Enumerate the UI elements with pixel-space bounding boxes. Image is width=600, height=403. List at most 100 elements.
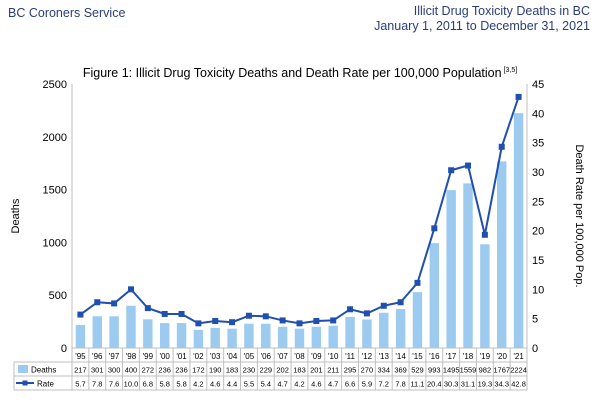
x-category-label: '19: [480, 352, 491, 361]
rate-value-label: 19.3: [478, 380, 493, 389]
x-category-label: '18: [463, 352, 474, 361]
deaths-bar: [176, 323, 187, 348]
rate-value-label: 7.2: [379, 380, 389, 389]
y2-tick-label: 25: [532, 196, 544, 208]
deaths-value-label: 236: [175, 366, 188, 375]
deaths-value-label: 295: [344, 366, 357, 375]
deaths-value-label: 272: [142, 366, 155, 375]
deaths-bar: [227, 328, 237, 348]
rate-value-label: 5.5: [244, 380, 254, 389]
x-category-label: '16: [429, 352, 440, 361]
y2-tick-label: 15: [532, 255, 544, 267]
deaths-bar: [143, 319, 153, 348]
legend-deaths-label: Deaths: [31, 366, 56, 375]
x-category-label: '08: [294, 352, 305, 361]
deaths-value-label: 982: [479, 366, 492, 375]
deaths-bar: [294, 328, 305, 348]
x-category-label: '04: [227, 352, 238, 361]
x-category-label: '02: [193, 352, 204, 361]
x-category-label: '03: [210, 352, 221, 361]
deaths-bar: [463, 183, 473, 348]
x-category-label: '21: [513, 352, 524, 361]
rate-point: [347, 306, 354, 313]
deaths-value-label: 369: [394, 366, 407, 375]
y2-tick-label: 35: [532, 138, 544, 150]
agency-name: BC Coroners Service: [8, 6, 126, 20]
x-category-label: '06: [261, 352, 272, 361]
rate-value-label: 10.0: [124, 380, 139, 389]
rate-point: [330, 317, 337, 324]
deaths-value-label: 529: [411, 366, 424, 375]
rate-value-label: 7.8: [395, 380, 405, 389]
deaths-bar: [126, 305, 136, 348]
y-tick-label: 2000: [43, 132, 67, 144]
x-category-label: '17: [446, 352, 457, 361]
report-title: Illicit Drug Toxicity Deaths in BC: [413, 4, 590, 18]
deaths-bar: [429, 243, 440, 348]
deaths-value-label: 1767: [493, 366, 510, 375]
x-category-label: '13: [379, 352, 390, 361]
deaths-bar: [395, 309, 406, 348]
rate-point: [111, 300, 118, 307]
deaths-value-label: 230: [243, 366, 256, 375]
rate-point: [262, 313, 269, 320]
x-category-label: '97: [109, 352, 120, 361]
x-category-label: '00: [159, 352, 170, 361]
y2-tick-label: 45: [532, 79, 544, 91]
x-category-label: '99: [143, 352, 154, 361]
deaths-bar: [159, 323, 170, 348]
rate-value-label: 4.2: [294, 380, 304, 389]
x-category-label: '98: [126, 352, 137, 361]
deaths-bar: [193, 329, 204, 348]
deaths-bar: [109, 316, 119, 348]
y2-tick-label: 20: [532, 226, 544, 238]
deaths-value-label: 270: [361, 366, 374, 375]
y-tick-label: 0: [61, 343, 67, 355]
y-tick-label: 1500: [43, 185, 67, 197]
rate-point: [296, 320, 303, 327]
deaths-value-label: 1495: [443, 366, 460, 375]
rate-value-label: 4.7: [328, 380, 338, 389]
rate-point: [363, 310, 370, 317]
y-tick-label: 1000: [43, 237, 67, 249]
deaths-value-label: 301: [91, 366, 104, 375]
x-category-label: '15: [412, 352, 423, 361]
rate-value-label: 5.8: [159, 380, 169, 389]
deaths-bar: [362, 319, 372, 348]
deaths-value-label: 201: [310, 366, 323, 375]
deaths-value-label: 2224: [510, 366, 527, 375]
rate-value-label: 30.3: [444, 380, 459, 389]
deaths-value-label: 183: [226, 366, 239, 375]
rate-point: [448, 167, 455, 174]
deaths-bar: [311, 326, 322, 348]
rate-point: [77, 311, 84, 318]
rate-value-label: 5.7: [75, 380, 85, 389]
report-header: Illicit Drug Toxicity Deaths in BC Janua…: [374, 4, 590, 34]
deaths-value-label: 1559: [460, 366, 477, 375]
x-category-label: '12: [362, 352, 373, 361]
rate-value-label: 6.6: [345, 380, 355, 389]
deaths-value-label: 183: [293, 366, 306, 375]
rate-value-label: 20.4: [427, 380, 442, 389]
rate-value-label: 4.2: [193, 380, 203, 389]
y-tick-label: 2500: [43, 79, 67, 91]
deaths-bar: [513, 113, 524, 348]
deaths-value-label: 202: [276, 366, 289, 375]
y2-tick-label: 0: [532, 343, 538, 355]
deaths-bar: [345, 316, 355, 348]
rate-point: [414, 279, 421, 286]
rate-point: [229, 319, 236, 326]
rate-point: [94, 299, 101, 306]
deaths-bar: [75, 325, 86, 348]
x-category-label: '96: [92, 352, 103, 361]
x-category-label: '95: [75, 352, 86, 361]
rate-value-label: 5.9: [362, 380, 372, 389]
rate-point: [245, 312, 252, 319]
y2-axis-title: Death Rate per 100,000 Pop.: [573, 144, 585, 287]
rate-value-label: 4.4: [227, 380, 237, 389]
x-category-label: '07: [277, 352, 288, 361]
deaths-bar: [210, 327, 220, 348]
x-category-label: '10: [328, 352, 339, 361]
x-category-label: '20: [497, 352, 508, 361]
